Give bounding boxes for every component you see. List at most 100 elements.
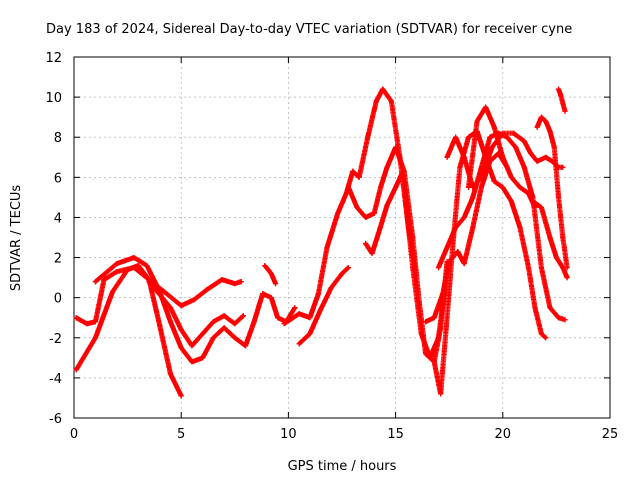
y-tick-label: 10	[45, 91, 62, 106]
data-point	[558, 92, 564, 98]
series-sat2	[73, 264, 244, 327]
y-tick-label: 2	[54, 252, 62, 267]
data-point	[470, 224, 476, 231]
data-point	[84, 321, 90, 327]
data-point	[315, 291, 322, 297]
data-point	[423, 319, 429, 325]
data-point	[513, 144, 519, 150]
data-point	[543, 335, 549, 341]
data-point	[354, 204, 360, 211]
data-point	[401, 184, 407, 190]
data-point	[219, 277, 225, 283]
data-point	[483, 104, 489, 110]
data-point	[500, 130, 506, 136]
data-point	[453, 224, 459, 231]
x-axis-label: GPS time / hours	[288, 459, 397, 474]
data-point	[189, 343, 195, 349]
data-point	[167, 371, 174, 377]
data-point	[92, 279, 99, 285]
data-point	[431, 359, 437, 365]
data-point	[191, 297, 197, 303]
data-point	[292, 305, 298, 311]
data-point	[532, 305, 538, 311]
data-point	[373, 98, 379, 104]
axis-ticks: 0 5 10 15 20 25 -6 -4 -2 0 2 4 6 8 10 12	[45, 51, 618, 442]
x-tick-label: 20	[495, 427, 512, 442]
data-point	[393, 184, 399, 190]
data-point	[508, 174, 514, 180]
x-tick-label: 5	[177, 427, 185, 442]
plot-frame	[73, 56, 611, 419]
data-point	[210, 335, 216, 341]
data-point	[547, 128, 553, 134]
data-point	[210, 319, 216, 325]
data-point	[508, 198, 514, 204]
data-point	[260, 291, 266, 297]
data-point	[438, 391, 444, 397]
data-point	[444, 244, 450, 251]
series-sat9	[362, 170, 405, 257]
series-sat11	[423, 150, 510, 325]
data-point	[410, 264, 416, 271]
series-sat6	[281, 86, 418, 327]
data-point	[489, 144, 495, 150]
data-point	[296, 341, 302, 347]
data-point	[272, 281, 279, 287]
series-marks	[431, 128, 549, 397]
data-point	[362, 240, 369, 247]
series-sat4	[146, 279, 246, 349]
data-point	[73, 315, 79, 321]
data-point	[551, 144, 557, 150]
data-point	[465, 134, 472, 140]
data-marks	[73, 86, 570, 399]
data-point	[455, 248, 461, 255]
data-point	[369, 250, 375, 257]
data-point	[534, 158, 540, 164]
series-sat16	[530, 198, 570, 281]
data-point	[157, 323, 163, 329]
data-point	[109, 289, 116, 295]
data-point	[521, 164, 527, 170]
y-tick-label: 6	[54, 171, 62, 186]
data-point	[427, 355, 433, 361]
data-point	[562, 317, 568, 323]
data-point	[538, 331, 544, 337]
chart-title: Day 183 of 2024, Sidereal Day-to-day VTE…	[46, 22, 572, 37]
data-point	[547, 234, 553, 241]
data-point	[232, 281, 238, 287]
data-point	[491, 124, 497, 130]
data-point	[345, 184, 352, 190]
data-point	[444, 315, 450, 321]
data-point	[560, 100, 566, 106]
data-point	[131, 254, 137, 261]
y-axis-label: SDTVAR / TECUs	[9, 185, 24, 292]
data-point	[240, 313, 246, 319]
data-point	[371, 210, 377, 217]
data-point	[435, 264, 442, 271]
data-point	[457, 164, 463, 170]
data-point	[242, 343, 249, 349]
data-point	[384, 202, 390, 209]
data-point	[281, 321, 287, 327]
data-point	[470, 194, 476, 200]
data-point	[365, 134, 371, 140]
data-point	[564, 264, 570, 271]
data-point	[435, 335, 442, 341]
data-point	[555, 315, 562, 321]
data-point	[92, 335, 99, 341]
data-point	[487, 134, 493, 140]
data-point	[500, 184, 506, 190]
data-point	[461, 260, 467, 267]
data-point	[388, 98, 394, 104]
series-marks	[423, 150, 510, 325]
grid-lines	[74, 57, 610, 418]
data-point	[135, 262, 141, 269]
data-point	[200, 355, 206, 361]
data-point	[251, 319, 257, 325]
data-point	[204, 287, 210, 293]
y-tick-label: -6	[49, 412, 62, 427]
data-point	[461, 214, 467, 221]
data-point	[525, 264, 532, 271]
data-point	[307, 315, 313, 321]
